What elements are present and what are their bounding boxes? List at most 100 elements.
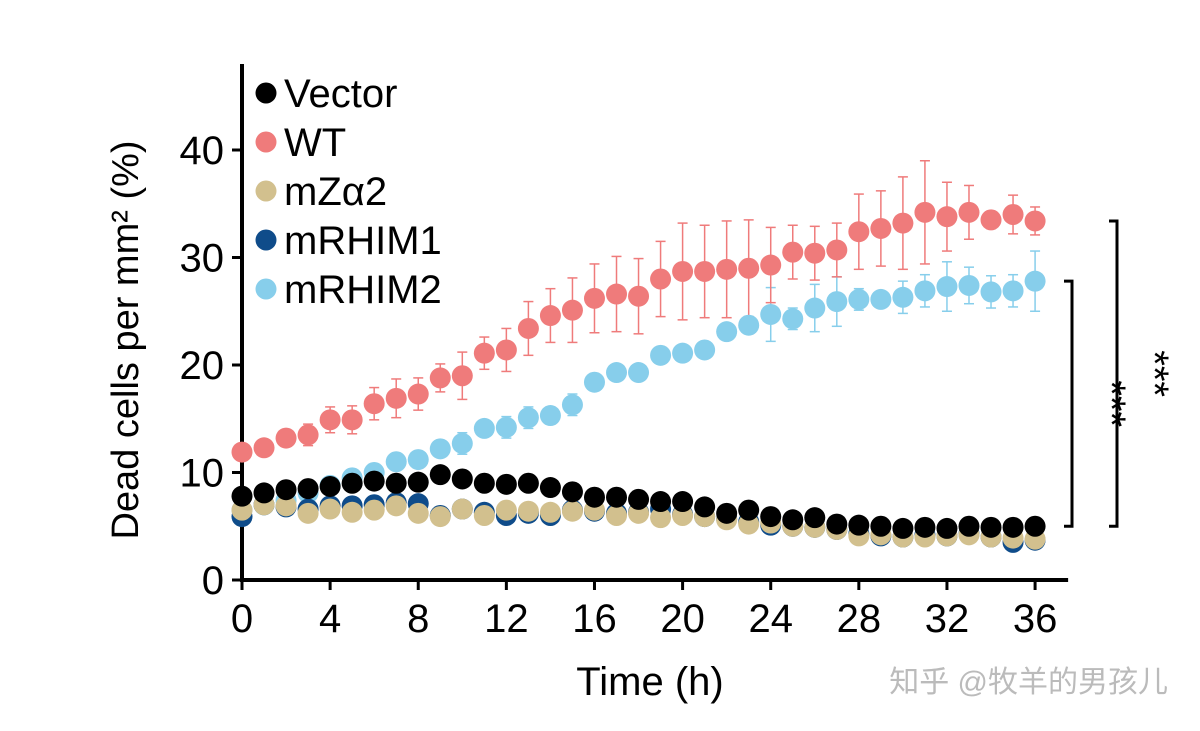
point-WT bbox=[341, 409, 363, 431]
point-mZα2 bbox=[297, 502, 319, 524]
point-WT bbox=[760, 254, 782, 276]
legend-label-mRHIM2: mRHIM2 bbox=[284, 268, 442, 312]
point-Vector bbox=[936, 517, 958, 539]
y-axis-label: Dead cells per mm² (%) bbox=[105, 140, 147, 539]
point-WT bbox=[650, 268, 672, 290]
point-mRHIM2 bbox=[561, 394, 583, 416]
point-Vector bbox=[1024, 515, 1046, 537]
point-mZα2 bbox=[407, 502, 429, 524]
point-mRHIM2 bbox=[782, 308, 804, 330]
point-WT bbox=[716, 258, 738, 280]
legend-label-Vector: Vector bbox=[284, 72, 397, 116]
point-mRHIM2 bbox=[760, 303, 782, 325]
x-tick-label: 36 bbox=[1013, 597, 1058, 641]
point-WT bbox=[804, 242, 826, 264]
point-WT bbox=[892, 212, 914, 234]
point-WT bbox=[473, 342, 495, 364]
point-Vector bbox=[297, 478, 319, 500]
x-tick-label: 28 bbox=[837, 597, 882, 641]
x-tick-label: 16 bbox=[572, 597, 617, 641]
point-mRHIM2 bbox=[429, 438, 451, 460]
point-mRHIM2 bbox=[583, 371, 605, 393]
point-mRHIM2 bbox=[650, 344, 672, 366]
x-tick-label: 0 bbox=[231, 597, 253, 641]
point-mZα2 bbox=[451, 498, 473, 520]
point-mRHIM2 bbox=[914, 280, 936, 302]
point-Vector bbox=[628, 488, 650, 510]
point-WT bbox=[980, 209, 1002, 231]
point-Vector bbox=[782, 509, 804, 531]
point-mRHIM2 bbox=[804, 297, 826, 319]
point-Vector bbox=[694, 496, 716, 518]
point-mZα2 bbox=[363, 499, 385, 521]
point-mRHIM2 bbox=[628, 362, 650, 384]
point-mRHIM2 bbox=[1024, 270, 1046, 292]
x-tick-label: 32 bbox=[925, 597, 970, 641]
point-mRHIM2 bbox=[385, 451, 407, 473]
legend-marker-mRHIM1 bbox=[255, 229, 277, 251]
point-Vector bbox=[826, 513, 848, 535]
point-mZα2 bbox=[561, 500, 583, 522]
point-WT bbox=[628, 285, 650, 307]
point-WT bbox=[231, 441, 253, 463]
significance-bracket bbox=[1064, 279, 1074, 528]
point-Vector bbox=[583, 486, 605, 508]
point-mZα2 bbox=[495, 499, 517, 521]
point-mRHIM2 bbox=[694, 339, 716, 361]
point-WT bbox=[407, 383, 429, 405]
point-Vector bbox=[672, 491, 694, 513]
point-Vector bbox=[341, 472, 363, 494]
point-Vector bbox=[738, 499, 760, 521]
point-Vector bbox=[870, 515, 892, 537]
point-mZα2 bbox=[650, 507, 672, 529]
point-Vector bbox=[319, 475, 341, 497]
point-mRHIM2 bbox=[672, 342, 694, 364]
point-WT bbox=[782, 241, 804, 263]
point-Vector bbox=[716, 502, 738, 524]
point-Vector bbox=[363, 470, 385, 492]
point-mRHIM2 bbox=[892, 286, 914, 308]
point-Vector bbox=[275, 479, 297, 501]
significance-annotations: ****** bbox=[1064, 219, 1176, 528]
point-WT bbox=[694, 260, 716, 282]
point-Vector bbox=[848, 514, 870, 536]
point-WT bbox=[275, 427, 297, 449]
point-WT bbox=[848, 221, 870, 243]
x-axis-label: Time (h) bbox=[576, 660, 723, 704]
x-tick-label: 4 bbox=[319, 597, 341, 641]
point-Vector bbox=[958, 515, 980, 537]
point-WT bbox=[1002, 204, 1024, 225]
point-mRHIM2 bbox=[848, 288, 870, 310]
point-WT bbox=[738, 257, 760, 279]
point-Vector bbox=[231, 485, 253, 507]
point-Vector bbox=[980, 516, 1002, 538]
point-Vector bbox=[429, 464, 451, 486]
point-WT bbox=[1024, 210, 1046, 232]
x-tick-label: 24 bbox=[748, 597, 793, 641]
legend: Vector WT mZα2 mRHIM1 mRHIM2 bbox=[255, 72, 442, 312]
significance-bracket bbox=[1109, 219, 1119, 528]
point-Vector bbox=[539, 477, 561, 499]
point-WT bbox=[606, 283, 628, 305]
point-mRHIM2 bbox=[451, 432, 473, 454]
point-Vector bbox=[804, 507, 826, 529]
point-mZα2 bbox=[341, 501, 363, 523]
point-WT bbox=[297, 424, 319, 446]
point-WT bbox=[870, 217, 892, 239]
point-WT bbox=[936, 206, 958, 228]
point-mRHIM2 bbox=[606, 362, 628, 384]
point-mZα2 bbox=[275, 495, 297, 517]
legend-label-mZα2: mZα2 bbox=[284, 170, 387, 214]
legend-marker-Vector bbox=[255, 82, 277, 104]
point-WT bbox=[958, 201, 980, 223]
y-tick-label: 40 bbox=[180, 129, 225, 173]
legend-marker-WT bbox=[255, 131, 277, 153]
point-Vector bbox=[517, 472, 539, 494]
point-Vector bbox=[650, 491, 672, 513]
point-mZα2 bbox=[606, 505, 628, 526]
point-mZα2 bbox=[473, 505, 495, 526]
point-mRHIM2 bbox=[826, 291, 848, 313]
point-Vector bbox=[561, 481, 583, 503]
point-mRHIM2 bbox=[738, 314, 760, 336]
point-mZα2 bbox=[429, 506, 451, 528]
